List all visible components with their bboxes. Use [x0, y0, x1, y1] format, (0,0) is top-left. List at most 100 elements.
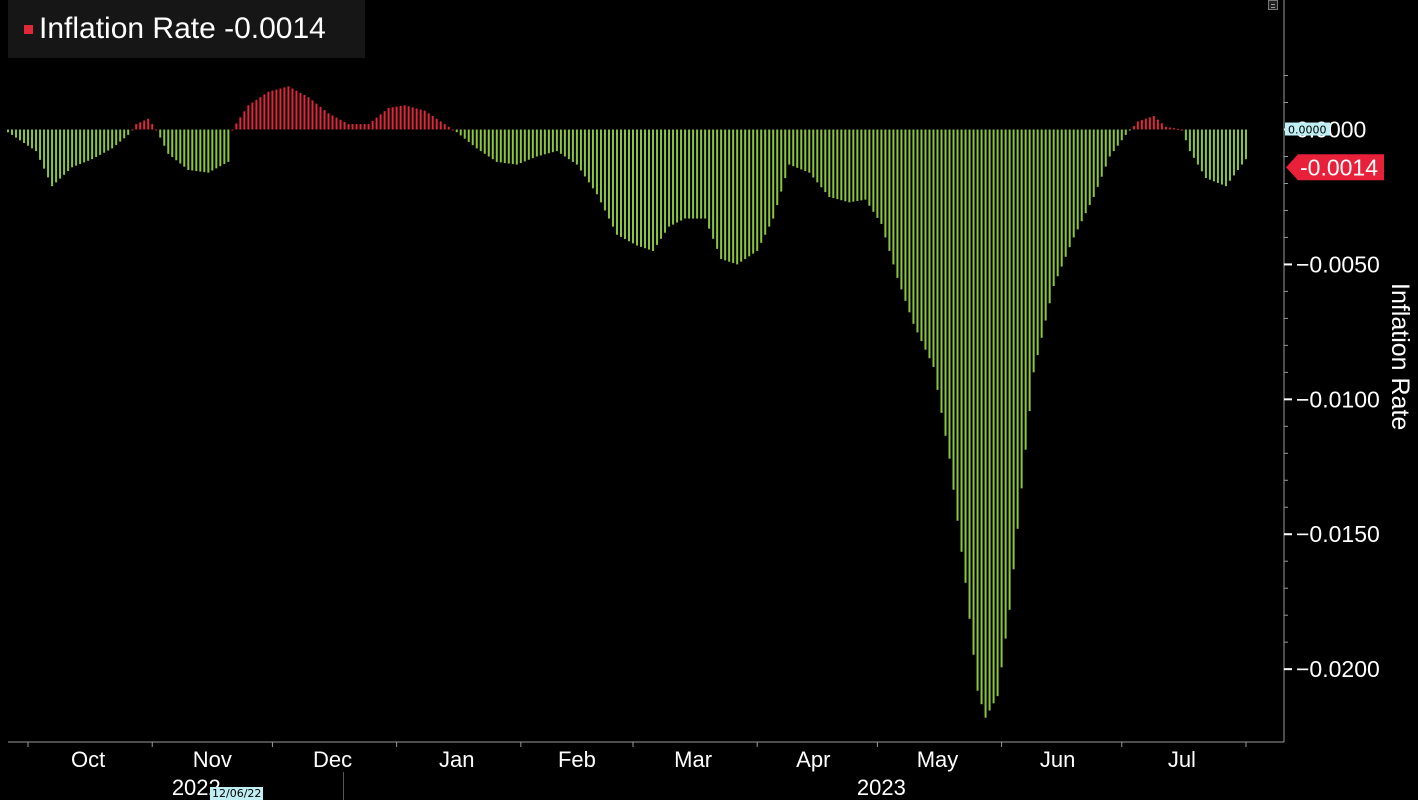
legend-swatch [24, 24, 33, 34]
data-bar [555, 129, 558, 152]
data-bar [796, 129, 799, 168]
data-bar [988, 129, 991, 711]
data-bar [980, 129, 983, 705]
data-bar [387, 107, 390, 130]
legend-label: Inflation Rate -0.0014 [39, 12, 326, 45]
data-bar [467, 129, 470, 142]
data-bar [892, 129, 895, 265]
data-bar [728, 129, 731, 262]
data-bar [67, 129, 70, 172]
data-bar [71, 129, 74, 168]
data-bar [75, 129, 78, 166]
data-bar [567, 129, 570, 160]
current-value-tag [1286, 154, 1384, 181]
data-bar [171, 129, 174, 158]
data-bar [291, 88, 294, 130]
data-bar [948, 129, 951, 459]
data-bar [764, 129, 767, 235]
data-bar [51, 129, 54, 187]
data-bar [183, 129, 186, 167]
data-bar [139, 122, 142, 130]
data-bar [1012, 129, 1015, 570]
data-bar [780, 129, 783, 192]
data-bar [455, 129, 458, 133]
data-bar [315, 103, 318, 130]
data-bar [996, 129, 999, 697]
data-bar [15, 129, 18, 138]
data-bar [303, 94, 306, 130]
data-bar [215, 129, 218, 169]
data-bar [1000, 129, 1003, 668]
data-bar [223, 129, 226, 165]
data-bar [439, 121, 442, 130]
data-bar [748, 129, 751, 257]
data-bar [507, 129, 510, 164]
data-bar [700, 129, 703, 219]
data-bar [1232, 129, 1235, 176]
x-year-label: 2023 [857, 775, 906, 800]
data-bar [127, 129, 130, 135]
data-bar [307, 97, 310, 130]
zero-value-tag-label: 0.0000 [1288, 124, 1327, 137]
x-tick-label: May [917, 747, 959, 772]
data-bar [716, 129, 719, 249]
data-bar [740, 129, 743, 262]
data-bar [804, 129, 807, 172]
data-bar [672, 129, 675, 225]
data-bar [431, 116, 434, 130]
x-tick-label: Dec [313, 747, 352, 772]
data-bar [1120, 129, 1123, 141]
data-bar [1056, 129, 1059, 277]
data-bar [1244, 129, 1247, 160]
data-bar [459, 129, 462, 136]
data-bar [1016, 129, 1019, 529]
data-bar [992, 129, 995, 704]
data-bar [1172, 128, 1175, 130]
year-separator [343, 772, 344, 800]
y-tick-label: −0.0050 [1296, 251, 1380, 277]
data-bar [619, 129, 622, 237]
data-bar [475, 129, 478, 149]
data-bar [463, 129, 466, 139]
data-bar [283, 87, 286, 130]
data-bar [579, 129, 582, 171]
data-bar [1216, 129, 1219, 183]
data-bar [483, 129, 486, 154]
data-bar [275, 89, 278, 130]
data-bar [1200, 129, 1203, 172]
data-bar [1144, 118, 1147, 130]
data-bar [191, 129, 194, 171]
data-bar [1124, 129, 1127, 135]
data-bar [680, 129, 683, 221]
data-bar [251, 102, 254, 130]
data-bar [808, 129, 811, 173]
data-bar [591, 129, 594, 189]
data-bar [884, 129, 887, 238]
data-bar [876, 129, 879, 218]
data-bar [123, 129, 126, 139]
data-bar [255, 99, 258, 130]
data-bar [1024, 129, 1027, 450]
data-bar [235, 123, 238, 130]
data-bar [1112, 129, 1115, 152]
data-bar [972, 129, 975, 655]
data-bar [279, 88, 282, 130]
chart-menu-icon[interactable] [1268, 0, 1278, 10]
data-bar [559, 129, 562, 154]
data-bar [840, 129, 843, 201]
data-bar [211, 129, 214, 171]
data-bar [656, 129, 659, 245]
data-bar [816, 129, 819, 183]
data-bar [976, 129, 979, 691]
y-tick-label: −0.0150 [1296, 521, 1380, 547]
data-bar [864, 129, 867, 200]
data-bar [1208, 129, 1211, 180]
data-bar [1060, 129, 1063, 267]
data-bar [960, 129, 963, 552]
data-bar [375, 117, 378, 130]
data-bar [167, 129, 170, 154]
data-bar [712, 129, 715, 239]
data-bar [335, 117, 338, 130]
data-bar [724, 129, 727, 261]
